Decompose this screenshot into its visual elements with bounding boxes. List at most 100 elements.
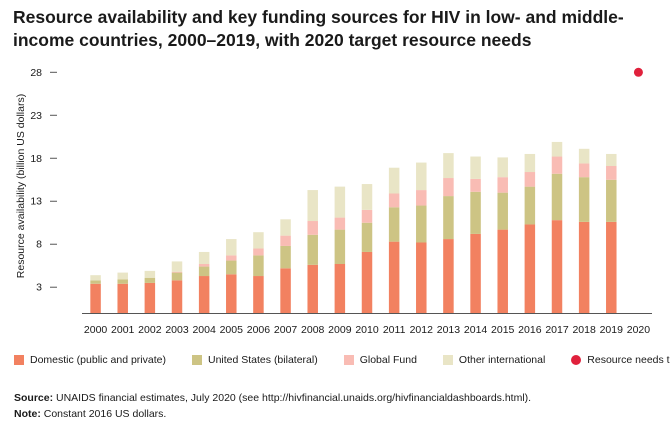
source-note: Source: UNAIDS financial estimates, July…: [14, 390, 531, 406]
bar-segment-other-international: [90, 275, 101, 281]
bar-segment-global-fund: [551, 156, 563, 174]
note-text: Constant 2016 US dollars.: [40, 408, 167, 420]
x-tick-label: 2005: [220, 324, 244, 336]
bar-segment-other-international: [307, 190, 318, 222]
legend-item-target: Resource needs target: [571, 354, 670, 366]
bar-segment-domestic: [171, 280, 183, 313]
bar-segment-other-international: [334, 186, 346, 218]
y-axis-label: Resource availability (billion US dollar…: [15, 94, 27, 278]
x-tick-label: 2015: [491, 324, 515, 336]
bar-segment-global-fund: [226, 255, 237, 261]
bar-segment-us-bilateral: [307, 234, 318, 265]
bar-segment-other-international: [117, 272, 128, 280]
x-tick-label: 2003: [165, 324, 189, 336]
bar-segment-other-international: [171, 261, 183, 272]
x-tick-label: 2007: [274, 324, 298, 336]
y-axis: 3 8 13 18 23 28: [30, 67, 57, 294]
bar-segment-us-bilateral: [226, 260, 237, 275]
legend-label-us-bilateral: United States (bilateral): [207, 354, 318, 366]
legend-swatch-us-bilateral: [191, 355, 202, 365]
bar-segment-domestic: [117, 283, 128, 313]
legend-item-us-bilateral: United States (bilateral): [191, 354, 318, 366]
source-label: Source:: [14, 392, 54, 404]
bar-segment-domestic: [443, 239, 454, 313]
bar-segment-other-international: [497, 157, 508, 178]
legend-swatch-other-international: [442, 355, 453, 365]
bar-segment-global-fund: [578, 163, 590, 178]
bar-segment-global-fund: [171, 271, 183, 273]
bar-segment-us-bilateral: [198, 266, 210, 277]
bar-segment-domestic: [334, 264, 346, 313]
legend-label-other-international: Other international: [458, 354, 546, 366]
bar-segment-us-bilateral: [416, 205, 427, 243]
bar-segment-other-international: [144, 270, 156, 278]
x-tick-label: 2004: [192, 324, 216, 336]
bar-segment-us-bilateral: [334, 229, 346, 264]
chart-title: Resource availability and key funding so…: [13, 7, 624, 50]
bar-segment-other-international: [551, 141, 563, 157]
bar-segment-domestic: [226, 274, 237, 313]
x-tick-label: 2000: [84, 324, 108, 336]
bar-segment-global-fund: [443, 178, 454, 197]
legend-item-other-international: Other international: [442, 354, 546, 366]
bar-segment-other-international: [524, 153, 536, 173]
bar-segment-domestic: [280, 268, 291, 313]
bar-segment-global-fund: [280, 235, 291, 246]
chart-area: Resource availability (billion US dollar…: [15, 67, 652, 336]
legend-item-global-fund: Global Fund: [343, 354, 417, 366]
x-tick-label: 2019: [600, 324, 624, 336]
bar-segment-us-bilateral: [443, 196, 454, 240]
bar-segment-other-international: [416, 162, 427, 191]
bar-segment-domestic: [551, 220, 563, 313]
bar-segment-domestic: [416, 242, 427, 313]
bar-segment-us-bilateral: [280, 245, 291, 269]
y-tick-label: 28: [30, 67, 42, 79]
bar-segment-domestic: [307, 264, 318, 313]
bar-segment-other-international: [470, 156, 481, 179]
bar-segment-other-international: [226, 239, 237, 256]
legend-swatch-global-fund: [343, 355, 354, 365]
note-label: Note:: [14, 408, 41, 420]
bar-segment-other-international: [361, 184, 373, 210]
x-tick-label: 2008: [301, 324, 325, 336]
x-tick-label: 2011: [383, 324, 406, 336]
bar-segment-domestic: [253, 276, 264, 313]
legend-label-domestic: Domestic (public and private): [30, 354, 166, 366]
x-tick-label: 2017: [545, 324, 569, 336]
y-tick-label: 23: [30, 110, 42, 122]
bar-segment-global-fund: [497, 177, 508, 193]
bar-segment-us-bilateral: [171, 272, 183, 281]
x-tick-label: 2013: [437, 324, 461, 336]
legend-label-target: Resource needs target: [587, 354, 670, 366]
y-tick-label: 18: [30, 153, 42, 165]
bar-segment-us-bilateral: [578, 177, 590, 222]
bar-segment-global-fund: [334, 217, 346, 230]
bar-segment-global-fund: [253, 248, 264, 256]
bar-segment-domestic: [497, 229, 508, 313]
bar-segment-global-fund: [524, 172, 536, 187]
y-tick-label: 13: [30, 196, 42, 208]
bar-segment-global-fund: [307, 221, 318, 235]
bar-segment-us-bilateral: [90, 280, 101, 284]
note: Note: Constant 2016 US dollars.: [14, 406, 531, 422]
bar-segment-global-fund: [606, 166, 617, 180]
bar-segment-domestic: [606, 221, 617, 313]
legend-dot-target: [571, 355, 582, 365]
bar-segment-global-fund: [361, 209, 373, 223]
x-tick-label: 2016: [518, 324, 542, 336]
bar-segment-us-bilateral: [253, 255, 264, 277]
legend-label-global-fund: Global Fund: [359, 354, 417, 366]
bar-segment-us-bilateral: [388, 207, 400, 242]
x-tick-label: 2012: [410, 324, 434, 336]
source-text: UNAIDS financial estimates, July 2020 (s…: [53, 392, 532, 404]
bar-segment-other-international: [280, 219, 291, 236]
x-tick-label: 2009: [328, 324, 352, 336]
bar-segment-us-bilateral: [470, 191, 481, 234]
bar-segment-domestic: [388, 241, 400, 313]
footnotes: Source: UNAIDS financial estimates, July…: [14, 390, 531, 422]
bar-segment-domestic: [470, 233, 481, 313]
bar-segment-us-bilateral: [606, 179, 617, 222]
bar-segment-us-bilateral: [144, 277, 156, 283]
target-marker: [633, 67, 643, 77]
bar-segment-us-bilateral: [117, 279, 128, 284]
